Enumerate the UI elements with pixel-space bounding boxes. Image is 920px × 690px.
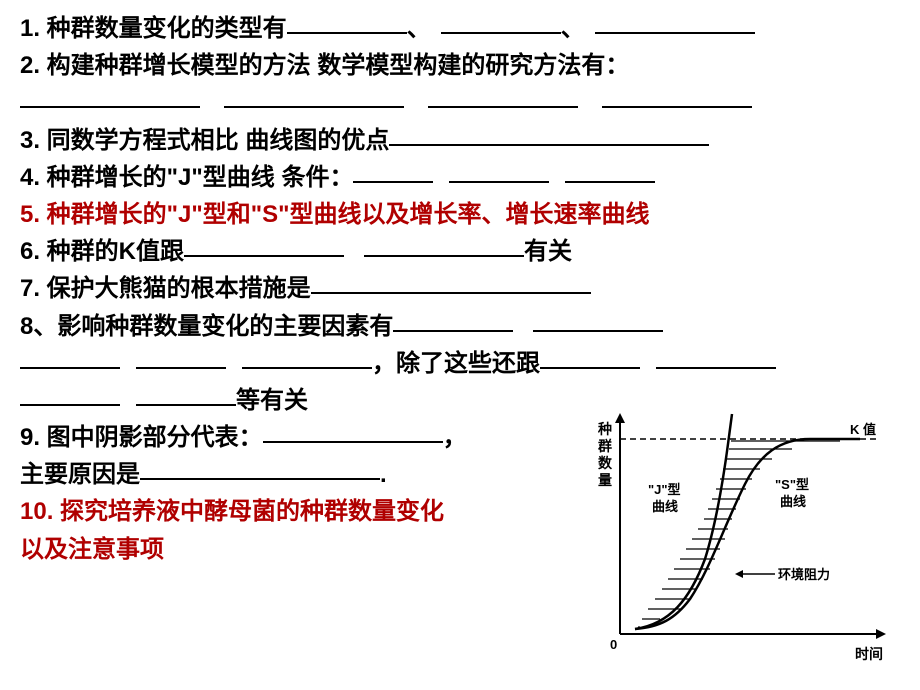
blank[interactable] (184, 232, 344, 257)
q7-text: 7. 保护大熊猫的根本措施是 (20, 275, 311, 302)
blank[interactable] (533, 306, 663, 331)
blank[interactable] (20, 344, 120, 369)
q8-mid: ，除了这些还跟 (372, 350, 540, 377)
blank[interactable] (449, 158, 549, 183)
q8: 8、影响种群数量变化的主要因素有 (20, 308, 900, 345)
blank[interactable] (393, 306, 513, 331)
sep: 、 (561, 15, 585, 42)
blank[interactable] (224, 83, 404, 108)
x-arrow (876, 629, 886, 639)
q2: 2. 构建种群增长模型的方法 数学模型构建的研究方法有： (20, 47, 900, 84)
s-label-1: "S"型 (775, 477, 809, 492)
sep: ， (443, 424, 467, 451)
x-axis-label: 时间 (855, 646, 883, 662)
q3-text: 3. 同数学方程式相比 曲线图的优点 (20, 127, 389, 154)
q2-blanks (20, 84, 900, 121)
blank[interactable] (602, 83, 752, 108)
blank[interactable] (263, 418, 443, 443)
env-label: 环境阻力 (778, 567, 830, 582)
q6: 6. 种群的K值跟 有关 (20, 233, 900, 270)
q4-text: 4. 种群增长的"J"型曲线 条件： (20, 164, 353, 191)
sep: 、 (407, 15, 431, 42)
s-label-2: 曲线 (780, 494, 806, 509)
blank[interactable] (20, 381, 120, 406)
q8-text: 8、影响种群数量变化的主要因素有 (20, 313, 393, 340)
q8-ext1: ，除了这些还跟 (20, 345, 900, 382)
q6-tail: 有关 (524, 238, 572, 265)
env-arrow (735, 570, 775, 578)
blank[interactable] (364, 232, 524, 257)
j-label-2: 曲线 (652, 499, 678, 514)
blank[interactable] (353, 158, 433, 183)
blank[interactable] (287, 9, 407, 34)
blank[interactable] (136, 344, 226, 369)
blank[interactable] (656, 344, 776, 369)
y-arrow (615, 413, 625, 423)
population-curve-chart: 种 群 数 量 K 值 "J"型 曲线 "S"型 曲线 环境阻力 0 时间 (580, 409, 900, 664)
q9-text: 9. 图中阴影部分代表： (20, 424, 263, 451)
q9b-text: 主要原因是 (20, 461, 140, 488)
blank[interactable] (136, 381, 236, 406)
y-axis-label: 种 群 数 量 (597, 421, 616, 488)
q1: 1. 种群数量变化的类型有 、 、 (20, 10, 900, 47)
period: . (380, 461, 387, 488)
q3: 3. 同数学方程式相比 曲线图的优点 (20, 122, 900, 159)
blank[interactable] (428, 83, 578, 108)
j-label-1: "J"型 (648, 482, 681, 497)
axes (615, 413, 886, 639)
q7: 7. 保护大熊猫的根本措施是 (20, 270, 900, 307)
j-curve (635, 414, 732, 629)
q1-text: 1. 种群数量变化的类型有 (20, 15, 287, 42)
blank[interactable] (20, 83, 200, 108)
origin-label: 0 (610, 637, 617, 652)
q6-text: 6. 种群的K值跟 (20, 238, 184, 265)
q8-tail: 等有关 (236, 387, 308, 414)
blank[interactable] (595, 9, 755, 34)
blank[interactable] (140, 455, 380, 480)
blank[interactable] (540, 344, 640, 369)
s-curve (635, 439, 860, 629)
blank[interactable] (389, 120, 709, 145)
k-label: K 值 (850, 422, 876, 437)
q5: 5. 种群增长的"J"型和"S"型曲线以及增长率、增长速率曲线 (20, 196, 900, 233)
q4: 4. 种群增长的"J"型曲线 条件： (20, 159, 900, 196)
shaded-region (638, 441, 840, 627)
blank[interactable] (242, 344, 372, 369)
blank[interactable] (565, 158, 655, 183)
blank[interactable] (441, 9, 561, 34)
blank[interactable] (311, 269, 591, 294)
